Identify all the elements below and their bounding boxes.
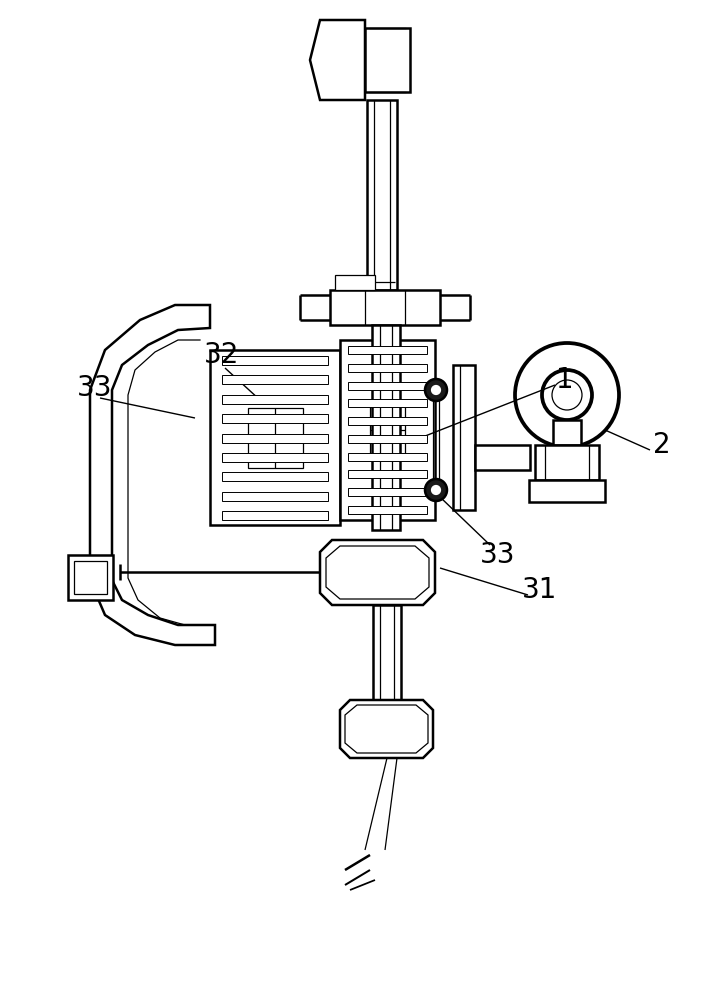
Bar <box>222 375 328 384</box>
Circle shape <box>431 486 440 494</box>
Text: 1: 1 <box>556 366 574 394</box>
Bar <box>365 28 410 92</box>
Bar <box>222 395 328 404</box>
Bar <box>348 435 427 443</box>
Bar <box>372 325 400 530</box>
Bar <box>210 350 340 525</box>
Text: 32: 32 <box>204 341 240 369</box>
Text: 31: 31 <box>522 576 558 604</box>
Bar <box>222 511 328 520</box>
Bar <box>553 420 581 445</box>
Text: 2: 2 <box>653 431 671 459</box>
Bar <box>529 480 605 502</box>
Text: 33: 33 <box>77 374 112 402</box>
Bar <box>367 100 397 290</box>
Bar <box>348 399 427 407</box>
Bar <box>340 340 435 520</box>
Circle shape <box>515 343 619 447</box>
Bar <box>248 408 303 468</box>
Bar <box>475 445 530 470</box>
Bar <box>335 275 375 290</box>
Bar <box>453 365 475 510</box>
Bar <box>373 605 401 700</box>
Bar <box>222 356 328 365</box>
Bar <box>74 561 107 594</box>
Circle shape <box>542 370 592 420</box>
Bar <box>348 417 427 425</box>
Bar <box>348 382 427 390</box>
Bar <box>348 488 427 496</box>
Polygon shape <box>320 540 435 605</box>
Polygon shape <box>310 20 365 100</box>
Bar <box>68 555 113 600</box>
Bar <box>222 414 328 423</box>
Circle shape <box>552 380 582 410</box>
Circle shape <box>425 479 447 501</box>
Circle shape <box>431 386 440 394</box>
Polygon shape <box>340 700 433 758</box>
Text: 33: 33 <box>480 541 515 569</box>
Bar <box>348 346 427 354</box>
Bar <box>370 400 405 460</box>
Bar <box>222 434 328 442</box>
Bar <box>535 445 599 480</box>
Bar <box>222 492 328 501</box>
Circle shape <box>425 379 447 401</box>
Bar <box>348 453 427 461</box>
Polygon shape <box>90 305 215 645</box>
Bar <box>222 453 328 462</box>
Bar <box>348 470 427 478</box>
Bar <box>348 364 427 372</box>
Bar <box>222 472 328 481</box>
Bar <box>348 506 427 514</box>
Polygon shape <box>345 705 428 753</box>
Bar <box>330 290 440 325</box>
Polygon shape <box>326 546 429 599</box>
